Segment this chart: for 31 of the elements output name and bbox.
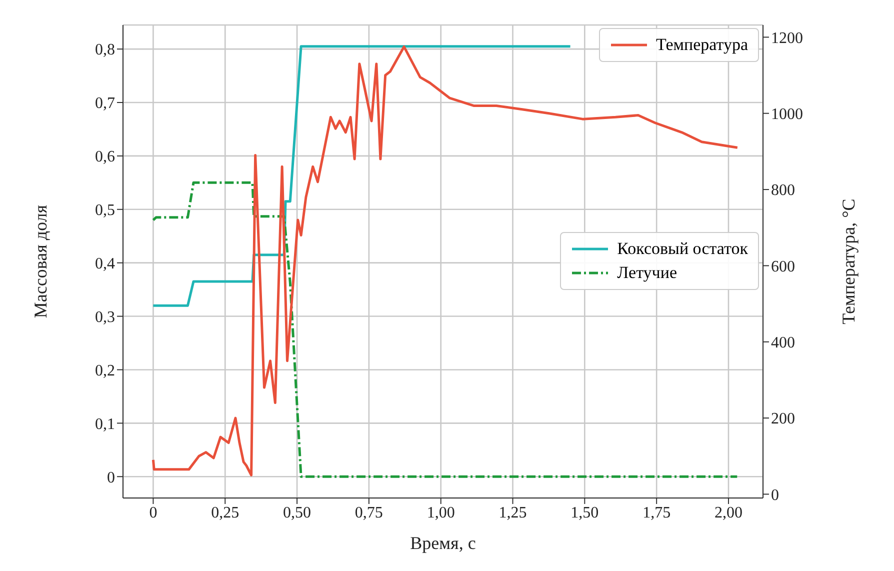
- y2-tick-label: 600: [771, 258, 795, 276]
- x-tick-label: 1,50: [570, 504, 599, 522]
- x-tick-label: 1,25: [498, 504, 527, 522]
- x-tick-label: 0,75: [354, 504, 383, 522]
- y-tick-label: 0,7: [95, 95, 115, 112]
- x-tick-label: 1,00: [426, 504, 455, 522]
- x-tick-label: 0: [149, 504, 158, 522]
- x-tick-label: 0,50: [283, 504, 312, 522]
- y2-tick-label: 800: [771, 182, 795, 200]
- y2-tick-label: 0: [771, 486, 779, 504]
- y2-tick-label: 1200: [771, 30, 803, 47]
- y2-tick-label: 1000: [771, 106, 803, 124]
- y-tick-label: 0,4: [95, 256, 115, 273]
- legend-label: Температура: [656, 34, 748, 56]
- y-tick-label: 0,8: [95, 42, 115, 59]
- x-tick-label: 1,75: [642, 504, 671, 522]
- x-axis-title: Время, с: [410, 533, 476, 553]
- legend-label: Летучие: [617, 262, 677, 284]
- y-tick-label: 0,3: [95, 308, 115, 326]
- y2-tick-label: 400: [771, 334, 795, 352]
- x-tick-label: 0,25: [211, 504, 240, 522]
- y-tick-label: 0: [107, 469, 115, 486]
- y-axis-title: Массовая доля: [30, 204, 50, 318]
- y-tick-label: 0,2: [95, 362, 115, 380]
- y-tick-label: 0,1: [95, 416, 115, 433]
- y-tick-label: 0,5: [95, 202, 115, 220]
- x-tick-label: 2,00: [714, 504, 742, 522]
- y2-tick-label: 200: [771, 410, 795, 428]
- y-tick-label: 0,6: [95, 148, 115, 166]
- y2-axis-title: Температура, °C: [838, 198, 858, 324]
- legend-label: Коксовый остаток: [617, 238, 748, 260]
